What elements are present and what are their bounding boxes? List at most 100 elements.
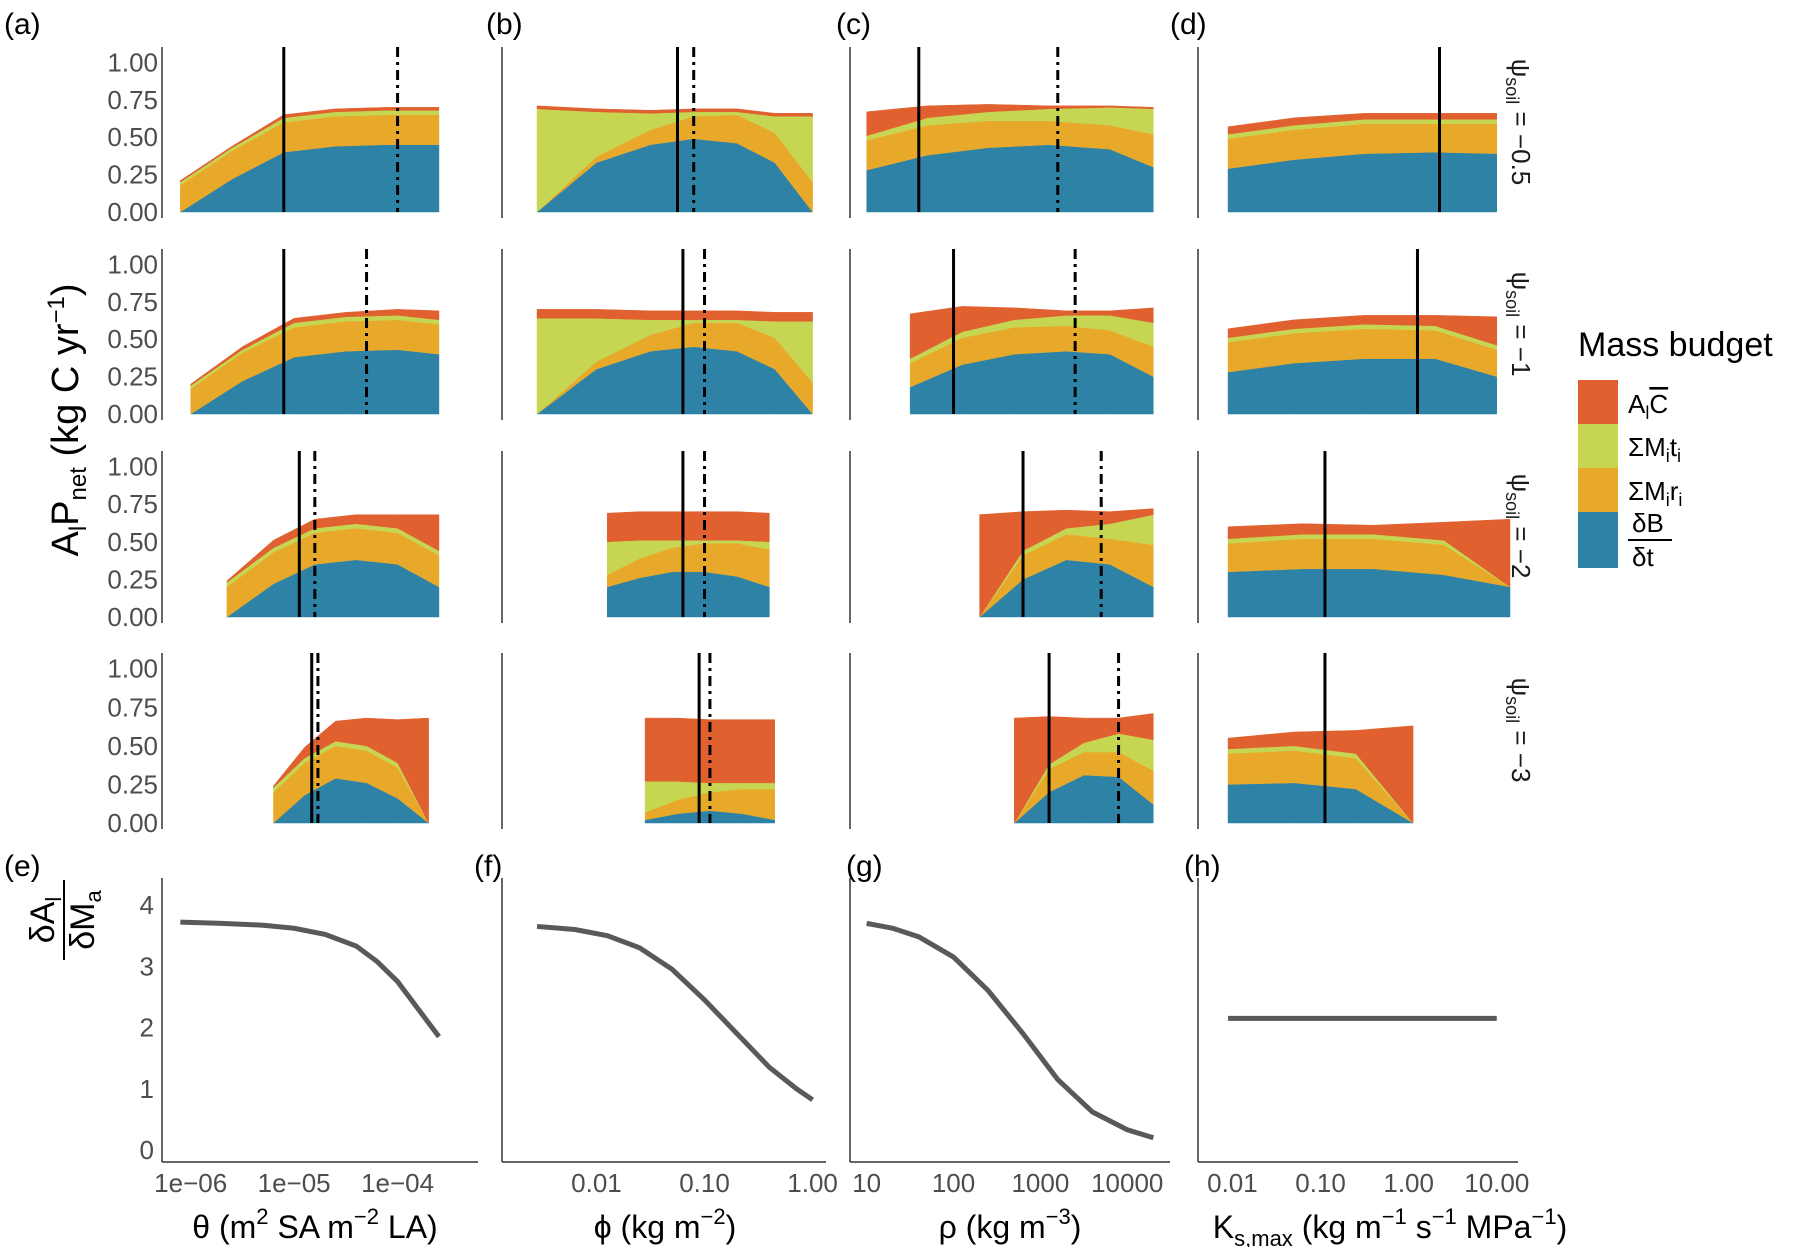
area-panel-r1-c3 bbox=[1197, 249, 1498, 420]
y-tick-label: 2 bbox=[140, 1013, 154, 1043]
area-growth bbox=[1227, 358, 1498, 415]
area-panel-r0-c2 bbox=[849, 47, 1154, 218]
y-tick-label: 0.75 bbox=[107, 287, 158, 317]
x-tick-label: 1.00 bbox=[1383, 1168, 1434, 1198]
y-tick-label: 0.50 bbox=[107, 324, 158, 354]
series-line bbox=[866, 920, 1155, 1141]
legend-title: Mass budget bbox=[1578, 326, 1773, 364]
x-tick-label: 0.10 bbox=[679, 1168, 730, 1198]
area-cost bbox=[536, 309, 813, 322]
area-panel-r1-c2 bbox=[849, 249, 1154, 420]
y-tick-label: 1.00 bbox=[107, 249, 158, 279]
area-cost bbox=[1227, 315, 1498, 346]
y-tick-label: 0.75 bbox=[107, 85, 158, 115]
y-tick-label: 0 bbox=[140, 1135, 154, 1165]
panel-label-h: (h) bbox=[1184, 850, 1221, 883]
x-tick-label: 1e−05 bbox=[258, 1168, 331, 1198]
area-panel-r1-c1 bbox=[501, 249, 814, 420]
svg-text:AlPnet (kg C yr−1): AlPnet (kg C yr−1) bbox=[43, 283, 92, 556]
area-panel-r0-c3 bbox=[1197, 47, 1498, 218]
y-tick-label: 0.00 bbox=[107, 197, 158, 227]
strip-psi-3: ψsoil = −3 bbox=[1502, 678, 1536, 783]
area-panel-r3-c0: 0.00 0.25 0.50 0.75 1.00 bbox=[107, 653, 430, 838]
line-panel-2 bbox=[849, 878, 1170, 1163]
panel-label-d: (d) bbox=[1170, 8, 1207, 41]
x-axis-title-phi: ϕ (kg m−2) bbox=[594, 1204, 737, 1245]
area-panels: 0.00 0.25 0.50 0.75 1.00 0.00 0.25 0.50 0.75 1.00… bbox=[107, 47, 1511, 838]
y-tick-label: 0.75 bbox=[107, 692, 158, 722]
y-tick-label: 0.25 bbox=[107, 769, 158, 799]
x-axis-title-ks: Ks,max (kg m−1 s−1 MPa−1) bbox=[1213, 1204, 1567, 1247]
x-axis-title-rho: ρ (kg m−3) bbox=[939, 1204, 1082, 1245]
area-panel-r3-c3 bbox=[1197, 653, 1414, 829]
strip-psi-0.5: ψsoil = −0.5 bbox=[1502, 59, 1536, 186]
x-tick-label: 1.00 bbox=[787, 1168, 838, 1198]
y-tick-label: 1 bbox=[140, 1074, 154, 1104]
legend-swatch-respiration bbox=[1578, 468, 1618, 512]
x-axis-titles: θ (m2 SA m−2 LA) ϕ (kg m−2) ρ (kg m−3) K… bbox=[192, 1204, 1567, 1247]
legend-swatch-growth bbox=[1578, 512, 1618, 568]
svg-text:δAl: δAl bbox=[24, 897, 66, 944]
area-panel-r2-c1 bbox=[501, 451, 770, 623]
area-panel-r3-c1 bbox=[501, 653, 776, 829]
x-tick-label: 0.01 bbox=[1207, 1168, 1258, 1198]
svg-text:δMa: δMa bbox=[64, 890, 106, 950]
y-tick-label: 1.00 bbox=[107, 654, 158, 684]
x-tick-label: 1000 bbox=[1011, 1168, 1069, 1198]
y-tick-label: 0.50 bbox=[107, 527, 158, 557]
line-panel-1 bbox=[501, 878, 826, 1163]
area-cost bbox=[1227, 725, 1414, 824]
y-tick-label: 0.00 bbox=[107, 602, 158, 632]
series-line bbox=[536, 923, 815, 1102]
line-panels: 0 1 2 3 4 1e−06 1e−05 1e−04 0.01 0.10 1.00 10 100 100… bbox=[140, 878, 1529, 1198]
area-cost bbox=[607, 511, 770, 543]
strip-labels: ψsoil = −0.5 ψsoil = −1 ψsoil = −2 ψsoil… bbox=[1502, 59, 1536, 783]
area-panel-r2-c3 bbox=[1197, 451, 1511, 623]
area-cost bbox=[1227, 113, 1498, 135]
svg-text:ψsoil = −3: ψsoil = −3 bbox=[1502, 678, 1536, 783]
y-tick-label: 0.25 bbox=[107, 564, 158, 594]
area-cost bbox=[866, 104, 1154, 137]
area-cost bbox=[190, 309, 440, 387]
area-panel-r2-c0: 0.00 0.25 0.50 0.75 1.00 bbox=[107, 451, 440, 632]
svg-text:ψsoil = −1: ψsoil = −1 bbox=[1502, 272, 1536, 377]
y-tick-label: 0.00 bbox=[107, 808, 158, 838]
y-tick-label: 3 bbox=[140, 951, 154, 981]
y-tick-label: 4 bbox=[140, 890, 154, 920]
y-tick-label: 0.25 bbox=[107, 160, 158, 190]
y-axis-title-top: AlPnet (kg C yr−1) bbox=[43, 283, 92, 556]
panel-label-g: (g) bbox=[846, 850, 883, 883]
legend-label-growth-den: δt bbox=[1632, 542, 1654, 572]
strip-psi-2: ψsoil = −2 bbox=[1502, 474, 1536, 579]
svg-text:ψsoil = −0.5: ψsoil = −0.5 bbox=[1502, 59, 1536, 186]
x-axis-title-theta: θ (m2 SA m−2 LA) bbox=[192, 1204, 437, 1245]
area-panel-r1-c0: 0.00 0.25 0.50 0.75 1.00 bbox=[107, 249, 440, 429]
panel-label-e: (e) bbox=[4, 850, 41, 883]
legend-label-cost: AlC bbox=[1628, 389, 1668, 423]
y-tick-label: 1.00 bbox=[107, 452, 158, 482]
legend-swatch-turnover bbox=[1578, 424, 1618, 468]
area-cost bbox=[909, 306, 1154, 360]
x-tick-label: 10000 bbox=[1091, 1168, 1163, 1198]
area-panel-r0-c0: 0.00 0.25 0.50 0.75 1.00 bbox=[107, 47, 440, 227]
panel-label-a: (a) bbox=[4, 8, 41, 41]
x-tick-label: 10.00 bbox=[1464, 1168, 1529, 1198]
legend-swatch-cost bbox=[1578, 380, 1618, 424]
y-tick-label: 0.75 bbox=[107, 489, 158, 519]
line-panel-0: 0 1 2 3 4 bbox=[140, 878, 478, 1165]
panel-label-b: (b) bbox=[486, 8, 523, 41]
y-tick-label: 0.50 bbox=[107, 122, 158, 152]
x-tick-label: 0.01 bbox=[571, 1168, 622, 1198]
legend-label-respiration: ΣMiri bbox=[1628, 476, 1682, 510]
svg-text:ψsoil = −2: ψsoil = −2 bbox=[1502, 474, 1536, 579]
x-tick-label: 1e−04 bbox=[361, 1168, 434, 1198]
legend: Mass budget AlC ΣMiti ΣMiri δB δt bbox=[1578, 326, 1773, 572]
panel-labels: (a) (b) (c) (d) (e) (f) (g) (h) bbox=[4, 8, 1221, 883]
legend-label-turnover: ΣMiti bbox=[1628, 432, 1681, 466]
line-panel-3 bbox=[1197, 878, 1518, 1163]
y-tick-label: 1.00 bbox=[107, 47, 158, 77]
y-tick-label: 0.00 bbox=[107, 399, 158, 429]
area-cost bbox=[1227, 518, 1511, 588]
area-panel-r2-c2 bbox=[849, 451, 1154, 623]
